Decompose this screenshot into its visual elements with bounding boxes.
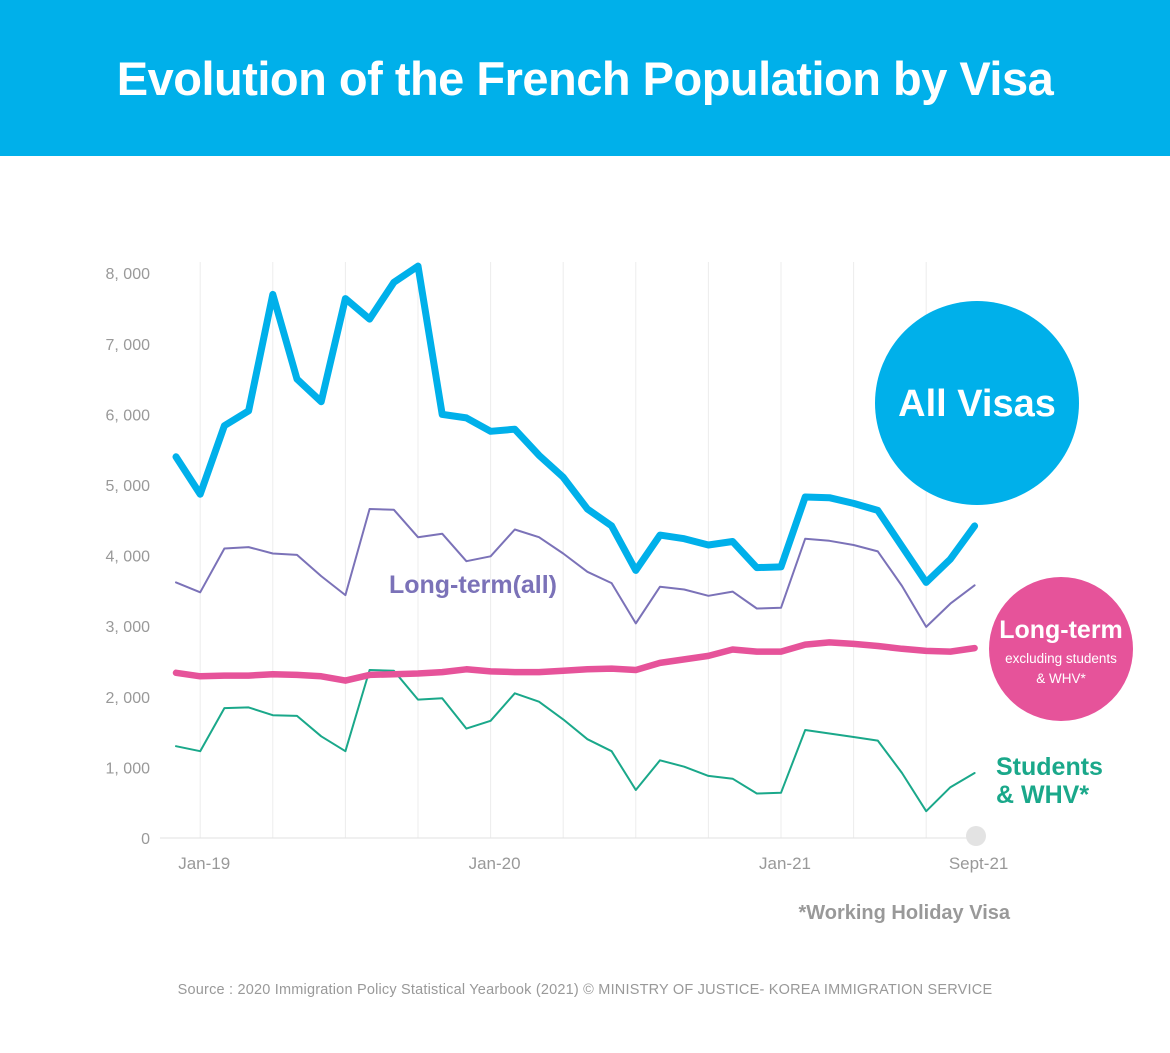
long-term-bubble <box>989 577 1133 721</box>
long-term-label: Long-term <box>999 616 1123 644</box>
x-tick-label: Sept-21 <box>949 854 1009 873</box>
x-tick-label: Jan-19 <box>178 854 230 873</box>
y-tick-label: 2, 000 <box>106 690 151 707</box>
y-tick-label: 5, 000 <box>106 478 151 495</box>
long-term-sublabel-1: excluding students <box>1005 651 1117 666</box>
header-banner: Evolution of the French Population by Vi… <box>0 0 1170 156</box>
series-line-students <box>175 669 976 813</box>
footnote: *Working Holiday Visa <box>798 902 1010 924</box>
chart-title: Evolution of the French Population by Vi… <box>116 51 1054 105</box>
x-tick-label: Jan-20 <box>469 854 521 873</box>
series-line-long-term-excl <box>172 639 978 684</box>
grid-lines <box>160 262 976 839</box>
axis-end-marker <box>966 826 986 846</box>
long-term-all-label: Long-term(all) <box>389 571 557 599</box>
series-group <box>172 262 979 813</box>
legend-students: Students & WHV* <box>996 753 1103 809</box>
x-axis: Jan-19 Jan-20 Jan-21 Sept-21 <box>178 854 1008 873</box>
series-line-all-visas <box>172 262 979 586</box>
y-tick-label: 4, 000 <box>106 549 151 566</box>
students-label-2: & WHV* <box>996 781 1089 809</box>
y-tick-label: 0 <box>141 831 150 848</box>
y-tick-label: 3, 000 <box>106 619 151 636</box>
y-tick-label: 8, 000 <box>106 266 151 283</box>
y-tick-label: 1, 000 <box>106 760 151 777</box>
y-tick-label: 7, 000 <box>106 337 151 354</box>
all-visas-label: All Visas <box>898 383 1056 425</box>
x-tick-label: Jan-21 <box>759 854 811 873</box>
legend-long-term: Long-term excluding students & WHV* <box>989 577 1133 721</box>
all-visas-bubble <box>875 301 1079 505</box>
students-label-1: Students <box>996 753 1103 781</box>
series-line-long-term-all <box>175 508 976 628</box>
source-note: Source : 2020 Immigration Policy Statist… <box>177 982 993 998</box>
long-term-sublabel-2: & WHV* <box>1036 671 1086 686</box>
y-tick-label: 6, 000 <box>106 407 151 424</box>
y-axis: 0 1, 000 2, 000 3, 000 4, 000 5, 000 6, 000 7, … <box>106 266 151 848</box>
legend-all-visas: All Visas <box>875 301 1079 505</box>
